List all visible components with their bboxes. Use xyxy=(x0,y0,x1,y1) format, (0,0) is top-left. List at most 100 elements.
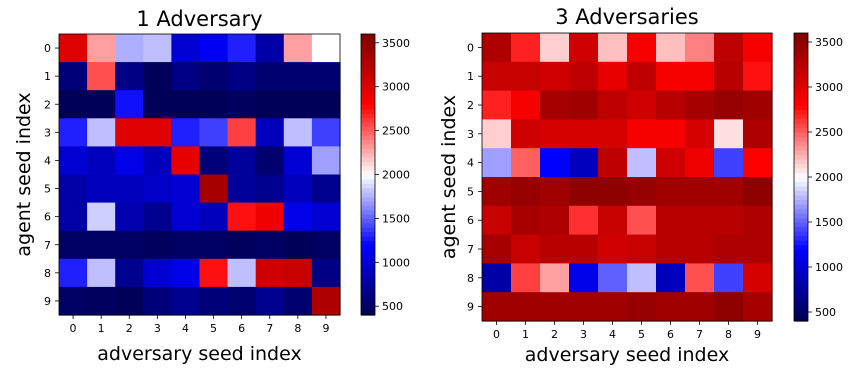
heatmap-cell-r0-c6 xyxy=(656,33,686,63)
colorbar-segment xyxy=(361,301,375,307)
heatmap-cell-r9-c2 xyxy=(540,292,570,322)
heatmap-cell-r7-c1 xyxy=(511,234,541,264)
x-tick-label: 2 xyxy=(126,322,133,335)
colorbar-tick-label: 1500 xyxy=(382,212,410,225)
heatmap-cell-r5-c4 xyxy=(171,174,201,204)
colorbar-segment xyxy=(794,244,808,250)
colorbar-segment xyxy=(794,127,808,133)
heatmap-cell-r3-c5 xyxy=(627,119,657,149)
colorbar-segment xyxy=(794,154,808,160)
colorbar-segment xyxy=(361,91,375,97)
heatmap-cell-r4-c3 xyxy=(143,146,172,176)
heatmap-cell-r3-c0 xyxy=(482,119,512,149)
heatmap-cell-r4-c7 xyxy=(685,148,715,178)
x-axis-label: adversary seed index xyxy=(525,344,729,366)
colorbar-segment xyxy=(794,240,808,246)
x-tick-label: 9 xyxy=(754,328,761,341)
heatmap-cell-r3-c7 xyxy=(685,119,715,149)
heatmap-cell-r1-c3 xyxy=(569,61,599,92)
heatmap-cell-r4-c3 xyxy=(569,148,599,178)
heatmap-cell-r0-c9 xyxy=(743,33,773,63)
heatmap-cell-r2-c7 xyxy=(685,90,715,120)
heatmap-panel-1-adversary: 1 Adversary 0 1 2 3 4 5 6 7 8 9 0 1 2 3 4 5 6 7 8 9 adversary… xyxy=(13,7,410,365)
heatmap-cell-r7-c7 xyxy=(255,230,285,260)
colorbar-tick-label: 500 xyxy=(815,306,836,319)
colorbar-segment xyxy=(794,64,808,70)
colorbar-segment xyxy=(794,213,808,219)
heatmap-cell-r0-c5 xyxy=(199,34,229,63)
heatmap-cell-r8-c6 xyxy=(656,263,686,293)
colorbar-segment xyxy=(361,86,375,92)
colorbar-segment xyxy=(361,218,375,224)
heatmap-cell-r9-c6 xyxy=(227,286,257,316)
heatmap-cell-r9-c8 xyxy=(714,292,744,322)
colorbar-segment xyxy=(794,82,808,88)
heatmap-cell-r5-c7 xyxy=(255,174,285,204)
heatmap-cell-r9-c5 xyxy=(199,286,229,316)
heatmap-cell-r3-c2 xyxy=(540,119,570,149)
heatmap-cell-r7-c4 xyxy=(598,234,628,264)
heatmap-cell-r5-c8 xyxy=(714,177,744,207)
heatmap-cell-r8-c9 xyxy=(311,258,341,288)
heatmap-cell-r1-c1 xyxy=(511,61,541,92)
y-tick-label: 3 xyxy=(467,128,474,141)
colorbar-tick-label: 1000 xyxy=(382,256,410,269)
y-tick-label: 4 xyxy=(44,154,51,167)
colorbar-tick-label: 3500 xyxy=(815,36,843,49)
heatmap-cell-r3-c4 xyxy=(598,119,628,149)
x-tick-label: 0 xyxy=(493,328,500,341)
heatmap-cell-r4-c2 xyxy=(115,146,144,176)
colorbar-segment xyxy=(361,143,375,149)
heatmap-cell-r3-c9 xyxy=(743,119,773,149)
heatmap-cell-r8-c9 xyxy=(743,263,773,293)
heatmap-cell-r3-c9 xyxy=(311,118,341,147)
heatmap-cell-r5-c1 xyxy=(511,177,541,207)
heatmap-cell-r7-c3 xyxy=(143,230,172,260)
y-tick-label: 8 xyxy=(44,267,51,280)
heatmap-cell-r4-c9 xyxy=(743,148,773,178)
heatmap-cell-r1-c5 xyxy=(627,61,657,92)
heatmap-cell-r6-c9 xyxy=(743,205,773,236)
heatmap-cell-r6-c5 xyxy=(199,202,229,232)
colorbar-segment xyxy=(794,280,808,286)
colorbar-segment xyxy=(361,139,375,145)
heatmap-cell-r7-c9 xyxy=(311,230,341,260)
colorbar-segment xyxy=(361,104,375,110)
heatmap-cell-r4-c2 xyxy=(540,148,570,178)
heatmap-cell-r0-c2 xyxy=(540,33,570,63)
heatmap-cell-r4-c1 xyxy=(87,146,116,176)
colorbar-segment xyxy=(794,136,808,142)
colorbar-segment xyxy=(361,34,375,39)
heatmap-cell-r9-c4 xyxy=(598,292,628,322)
heatmap-cell-r5-c9 xyxy=(743,177,773,207)
colorbar-tick-label: 1000 xyxy=(815,261,843,274)
heatmap-cell-r3-c6 xyxy=(656,119,686,149)
heatmap-cell-r2-c0 xyxy=(482,90,512,120)
colorbar-segment xyxy=(361,214,375,220)
heatmap-cell-r6-c8 xyxy=(283,202,313,232)
heatmap-cell-r4-c8 xyxy=(283,146,313,176)
heatmap-cell-r4-c1 xyxy=(511,148,541,178)
colorbar-segment xyxy=(794,217,808,223)
colorbar-segment xyxy=(361,196,375,202)
colorbar-segment xyxy=(794,145,808,151)
x-axis-label: adversary seed index xyxy=(97,343,301,365)
plot-frame xyxy=(58,33,341,316)
y-tick-label: 5 xyxy=(467,185,474,198)
colorbar-segment xyxy=(361,240,375,246)
heatmap-cell-r0-c9 xyxy=(311,34,341,63)
heatmap-cell-r2-c4 xyxy=(171,90,201,119)
colorbar-segment xyxy=(794,226,808,232)
colorbar-segment xyxy=(361,99,375,105)
x-tick-label: 3 xyxy=(580,328,587,341)
x-tick-label: 3 xyxy=(154,322,161,335)
x-tick-label: 7 xyxy=(696,328,703,341)
x-tick-label: 8 xyxy=(294,322,301,335)
x-tick-label: 4 xyxy=(609,328,616,341)
colorbar-segment xyxy=(361,209,375,215)
heatmap-cell-r8-c8 xyxy=(714,263,744,293)
colorbar-segment xyxy=(361,121,375,127)
colorbar-segment xyxy=(794,46,808,52)
heatmap-cell-r2-c1 xyxy=(87,90,116,119)
